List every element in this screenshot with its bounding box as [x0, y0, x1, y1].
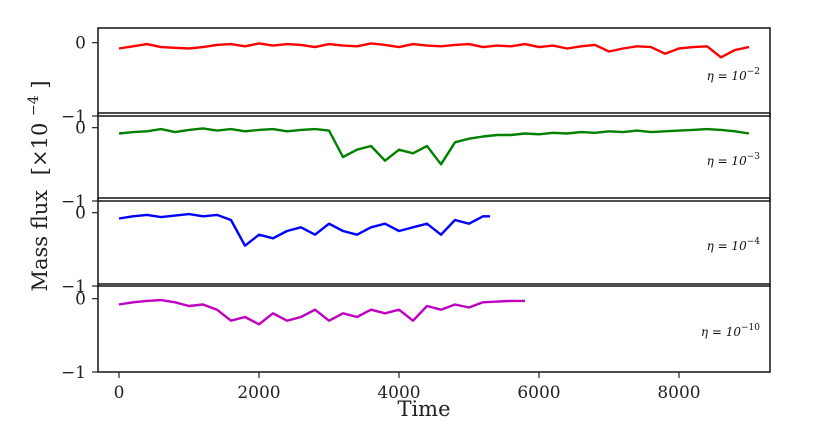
series-line-3	[118, 212, 490, 247]
y-axis-title: Mass flux [×10 −4 ]	[19, 80, 52, 291]
panel-1: 0 −1 η = 10−2	[61, 27, 771, 127]
panels-group: 0−1η = 10−20−1η = 10−30−1η = 10−40−1η = …	[61, 27, 771, 383]
eta-label-4: η = 10−10	[701, 323, 760, 339]
series-line-2	[118, 127, 750, 166]
panel-3: 0 −1 η = 10−4	[61, 197, 771, 297]
series-line-4	[118, 298, 525, 326]
panel-2: 0 −1 η = 10−3	[61, 112, 771, 212]
x-tick-label: 6000	[517, 383, 560, 403]
eta-label-3: η = 10−4	[707, 237, 761, 253]
y-axis-title-main: Mass flux	[28, 190, 52, 292]
y-tick-label: −1	[61, 277, 86, 297]
x-axis-title: Time	[397, 397, 450, 421]
eta-label-2: η = 10−3	[707, 152, 761, 168]
y-axis-title-bracket: ]	[28, 80, 52, 88]
panel-frame	[97, 197, 771, 287]
y-tick-label: 0	[75, 204, 86, 224]
series-line-1	[118, 42, 750, 59]
x-tick-label: 0	[114, 383, 125, 403]
y-tick-label: 0	[75, 34, 86, 54]
panel-4: 0 −1 η = 10−10	[61, 283, 771, 383]
y-tick-label: −1	[61, 107, 86, 127]
panel-frame	[97, 112, 771, 202]
y-tick-label: −1	[61, 363, 86, 383]
x-axis: 0 2000 4000 6000 8000	[114, 372, 701, 403]
y-axis-title-exponent: −4	[26, 95, 42, 116]
x-tick-label: 4000	[377, 383, 420, 403]
panel-frame	[97, 27, 771, 117]
y-tick-label: −1	[61, 192, 86, 212]
eta-label-1: η = 10−2	[707, 67, 760, 83]
y-tick-label: 0	[75, 290, 86, 310]
panel-frame	[97, 283, 771, 373]
x-tick-label: 2000	[237, 383, 280, 403]
y-tick-label: 0	[75, 119, 86, 139]
x-tick-label: 8000	[657, 383, 700, 403]
y-axis-title-units: [×10	[28, 123, 52, 176]
